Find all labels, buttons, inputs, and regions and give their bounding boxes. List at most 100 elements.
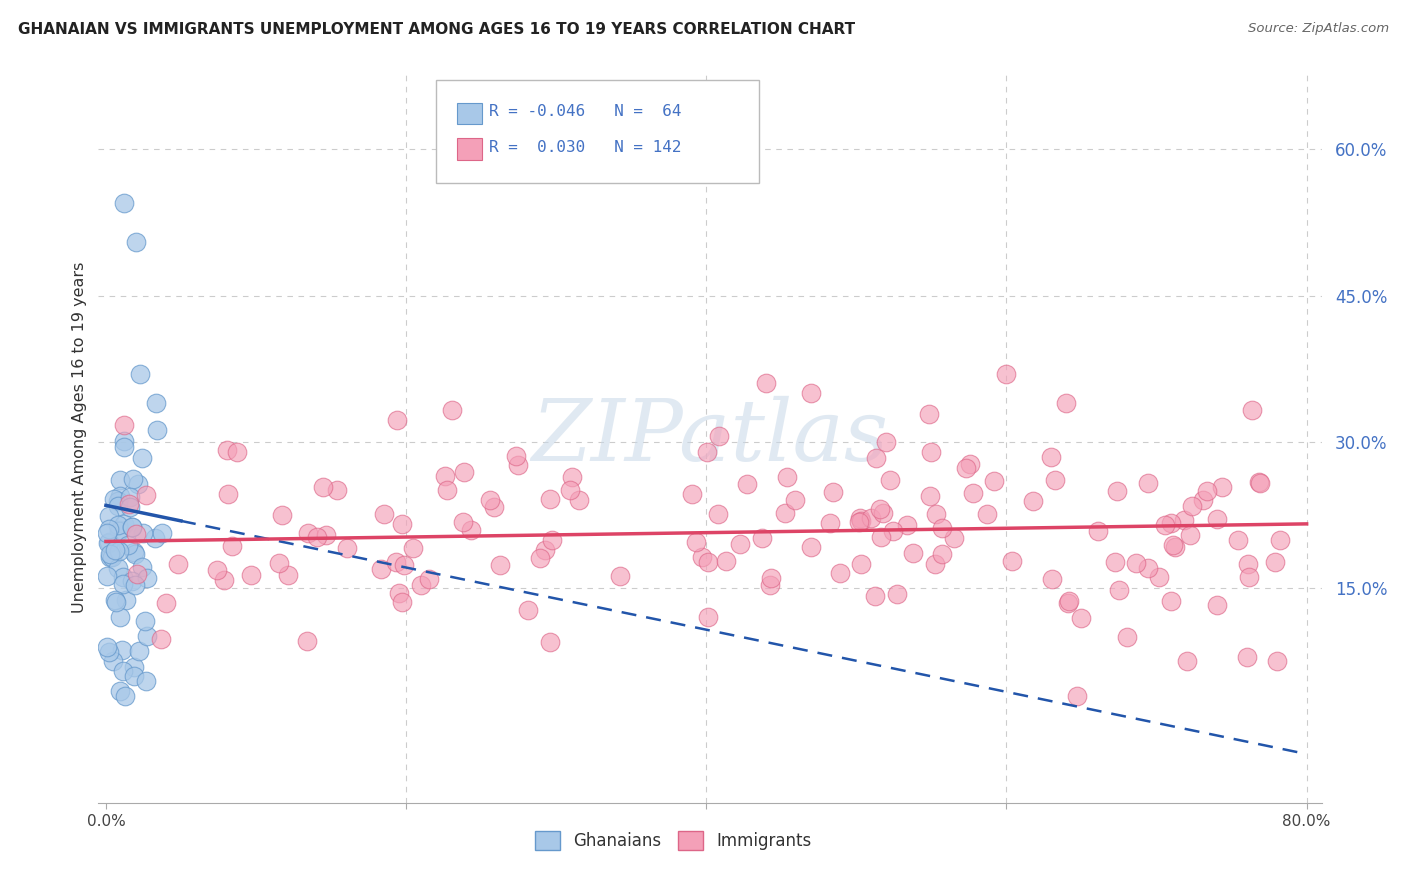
Point	[125, 526, 148, 541]
Point	[370, 562, 392, 576]
Point	[1226, 533, 1249, 547]
Point	[108, 489, 131, 503]
Point	[98, 535, 121, 549]
Point	[391, 516, 413, 531]
Point	[529, 551, 551, 566]
Point	[121, 520, 143, 534]
Point	[918, 489, 941, 503]
Point	[150, 526, 173, 541]
Point	[385, 555, 408, 569]
Point	[508, 458, 530, 473]
Point	[129, 367, 152, 381]
Text: Source: ZipAtlas.com: Source: ZipAtlas.com	[1249, 22, 1389, 36]
Point	[1206, 598, 1229, 612]
Point	[441, 403, 464, 417]
Point	[295, 634, 318, 648]
Point	[1192, 492, 1215, 507]
Point	[124, 547, 146, 561]
Point	[541, 533, 564, 547]
Point	[108, 523, 131, 537]
Point	[849, 515, 872, 529]
Point	[865, 451, 887, 466]
Point	[101, 549, 124, 564]
Point	[460, 523, 482, 537]
Point	[155, 596, 177, 610]
Point	[112, 517, 135, 532]
Point	[167, 557, 190, 571]
Point	[143, 531, 166, 545]
Point	[1197, 484, 1219, 499]
Point	[110, 642, 132, 657]
Point	[920, 444, 942, 458]
Point	[221, 539, 243, 553]
Point	[1039, 450, 1062, 464]
Point	[489, 558, 512, 573]
Point	[269, 556, 291, 570]
Point	[751, 531, 773, 545]
Point	[1241, 403, 1264, 417]
Text: ZIPatlas: ZIPatlas	[531, 396, 889, 478]
Y-axis label: Unemployment Among Ages 16 to 19 years: Unemployment Among Ages 16 to 19 years	[72, 261, 87, 613]
Point	[453, 465, 475, 479]
Point	[135, 488, 157, 502]
Point	[1057, 596, 1080, 610]
Point	[901, 546, 924, 560]
Point	[1125, 556, 1147, 570]
Point	[1066, 689, 1088, 703]
Point	[1164, 541, 1187, 555]
Point	[120, 500, 142, 515]
Point	[758, 578, 780, 592]
Point	[776, 470, 799, 484]
Point	[118, 490, 141, 504]
Point	[112, 196, 135, 211]
Point	[1022, 494, 1045, 508]
Point	[1104, 555, 1126, 569]
Point	[103, 491, 125, 506]
Point	[305, 530, 328, 544]
Point	[112, 570, 135, 584]
Point	[114, 689, 136, 703]
Point	[848, 515, 870, 529]
Point	[896, 518, 918, 533]
Point	[104, 593, 127, 607]
Point	[1236, 558, 1258, 572]
Point	[690, 549, 713, 564]
Point	[128, 644, 150, 658]
Point	[1247, 475, 1270, 489]
Point	[869, 530, 891, 544]
Point	[1264, 555, 1286, 569]
Point	[277, 568, 299, 582]
Point	[315, 528, 337, 542]
Point	[1160, 516, 1182, 531]
Point	[568, 492, 591, 507]
Point	[451, 515, 474, 529]
Point	[942, 531, 965, 545]
Point	[107, 517, 129, 532]
Point	[418, 572, 440, 586]
Point	[132, 526, 155, 541]
Point	[818, 516, 841, 530]
Point	[311, 480, 333, 494]
Point	[872, 506, 894, 520]
Point	[121, 574, 143, 588]
Point	[107, 524, 129, 538]
Text: GHANAIAN VS IMMIGRANTS UNEMPLOYMENT AMONG AGES 16 TO 19 YEARS CORRELATION CHART: GHANAIAN VS IMMIGRANTS UNEMPLOYMENT AMON…	[18, 22, 855, 37]
Point	[955, 461, 977, 475]
Point	[995, 367, 1018, 381]
Point	[1108, 582, 1130, 597]
Point	[217, 443, 239, 458]
Point	[111, 577, 134, 591]
Point	[96, 526, 118, 541]
Text: R = -0.046   N =  64: R = -0.046 N = 64	[489, 104, 682, 120]
Point	[823, 485, 845, 500]
Point	[696, 444, 718, 458]
Point	[931, 548, 953, 562]
Point	[98, 550, 121, 565]
Point	[388, 586, 411, 600]
Point	[1249, 475, 1271, 490]
Point	[609, 569, 631, 583]
Point	[1268, 533, 1291, 547]
Point	[150, 632, 173, 646]
Point	[145, 396, 167, 410]
Point	[122, 544, 145, 558]
